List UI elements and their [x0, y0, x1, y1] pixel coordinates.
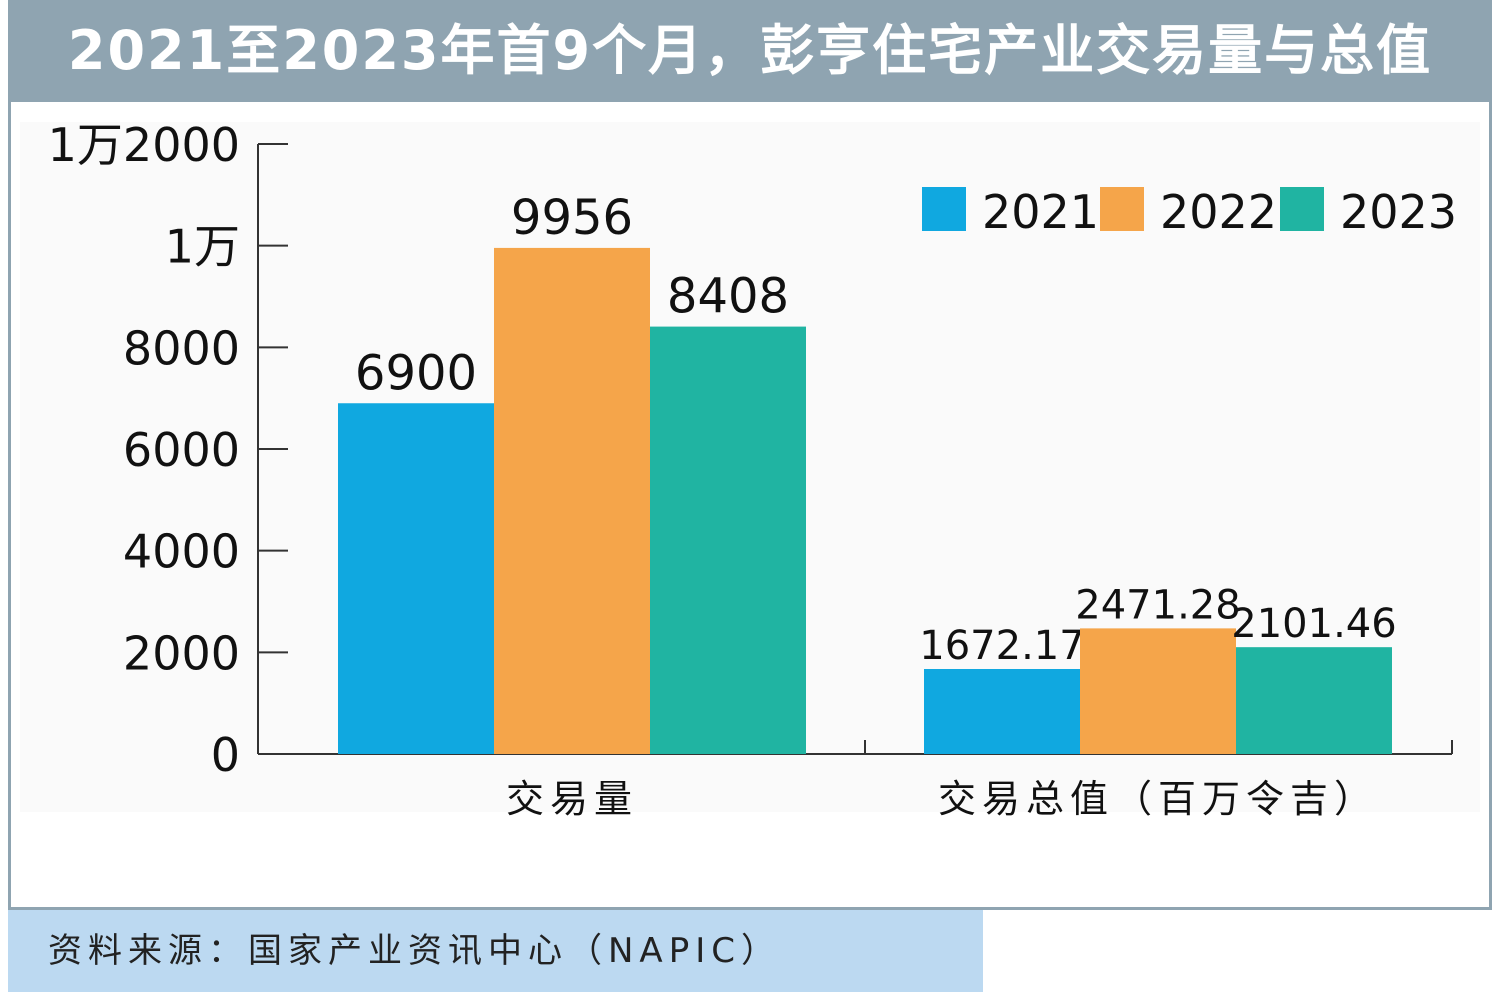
x-category-label: 交易量 [506, 777, 638, 821]
legend-swatch [1100, 187, 1144, 231]
legend-label: 2022 [1160, 185, 1277, 239]
bar [1236, 647, 1392, 754]
data-label: 9956 [511, 190, 633, 246]
legend-label: 2023 [1340, 185, 1457, 239]
bar [494, 247, 650, 755]
source-bar [8, 910, 983, 992]
data-label: 2101.46 [1231, 601, 1396, 647]
data-label: 6900 [355, 345, 477, 401]
y-tick-label: 6000 [123, 423, 240, 477]
legend-swatch [922, 187, 966, 231]
data-label: 8408 [667, 269, 789, 325]
bar [924, 668, 1080, 754]
title-bar [8, 0, 1492, 102]
x-category-label: 交易总值（百万令吉） [938, 777, 1378, 821]
bar [1080, 628, 1236, 754]
chart-title: 2021至2023年首9个月，彭亨住宅产业交易量与总值 [67, 19, 1433, 82]
data-label: 2471.28 [1075, 582, 1240, 628]
y-tick-label: 2000 [123, 626, 240, 680]
bar [650, 326, 806, 754]
source-note: 资料来源：国家产业资讯中心（NAPIC） [48, 931, 781, 971]
y-tick-label: 0 [211, 728, 240, 782]
y-tick-label: 8000 [123, 321, 240, 375]
bar [338, 403, 494, 754]
legend-swatch [1280, 187, 1324, 231]
y-tick-label: 1万2000 [48, 118, 240, 172]
y-tick-label: 1万 [165, 220, 240, 274]
legend-label: 2021 [982, 185, 1099, 239]
data-label: 1672.17 [919, 623, 1084, 669]
y-tick-label: 4000 [123, 525, 240, 579]
